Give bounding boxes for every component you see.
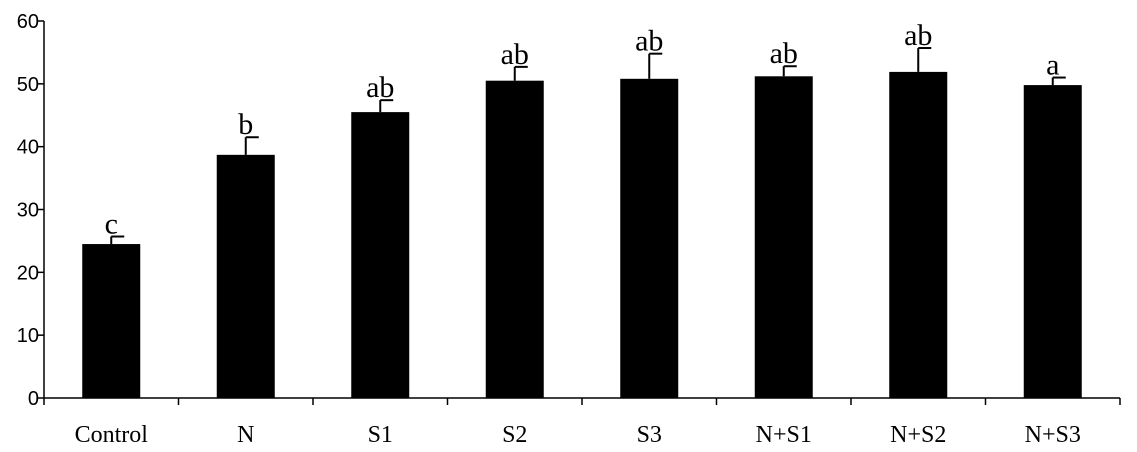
bar [754,76,813,398]
category-label: N+S3 [1025,422,1081,448]
significance-label: c [105,208,118,241]
error-bar [917,47,932,72]
x-axis [43,397,1121,405]
category-label: S3 [637,422,662,448]
category-label: S1 [368,422,393,448]
category-labels: Control N S1 S2 S3 N+S1 N+S2 N+S3 [75,422,1081,448]
significance-label: a [1046,49,1059,82]
y-tick-label: 30 [17,200,39,222]
y-tick-label: 50 [17,74,39,96]
significance-label: ab [635,25,663,58]
significance-label: ab [366,71,394,104]
significance-label: ab [904,19,932,52]
y-tick-label: 10 [17,325,39,347]
y-tick-label: 40 [17,137,39,159]
error-bar [1051,76,1066,86]
significance-label: ab [501,38,529,71]
significance-labels: c b ab ab ab ab ab a [105,19,1060,241]
significance-label: b [238,108,253,141]
error-bar [782,65,797,77]
bar [82,244,141,398]
y-tick-label: 60 [17,11,39,33]
category-label: N+S2 [890,422,946,448]
y-tick-label: 20 [17,262,39,284]
bars [82,71,1082,399]
y-axis: 0 10 20 30 40 50 60 [17,11,45,410]
category-label: Control [75,422,149,448]
category-label: S2 [502,422,527,448]
error-bar [513,65,528,81]
error-bar [648,52,663,79]
category-label: N+S1 [756,422,812,448]
significance-label: ab [770,37,798,70]
category-label: N [237,422,254,448]
error-bar [110,235,125,245]
bar [1023,85,1082,398]
bar [351,112,410,398]
bar [620,78,679,398]
error-bars [110,47,1066,245]
error-bar [379,99,394,113]
y-tick-label: 0 [28,388,39,410]
error-bar [244,136,259,155]
bar [216,154,275,398]
bar [485,80,544,399]
bar [889,71,948,399]
